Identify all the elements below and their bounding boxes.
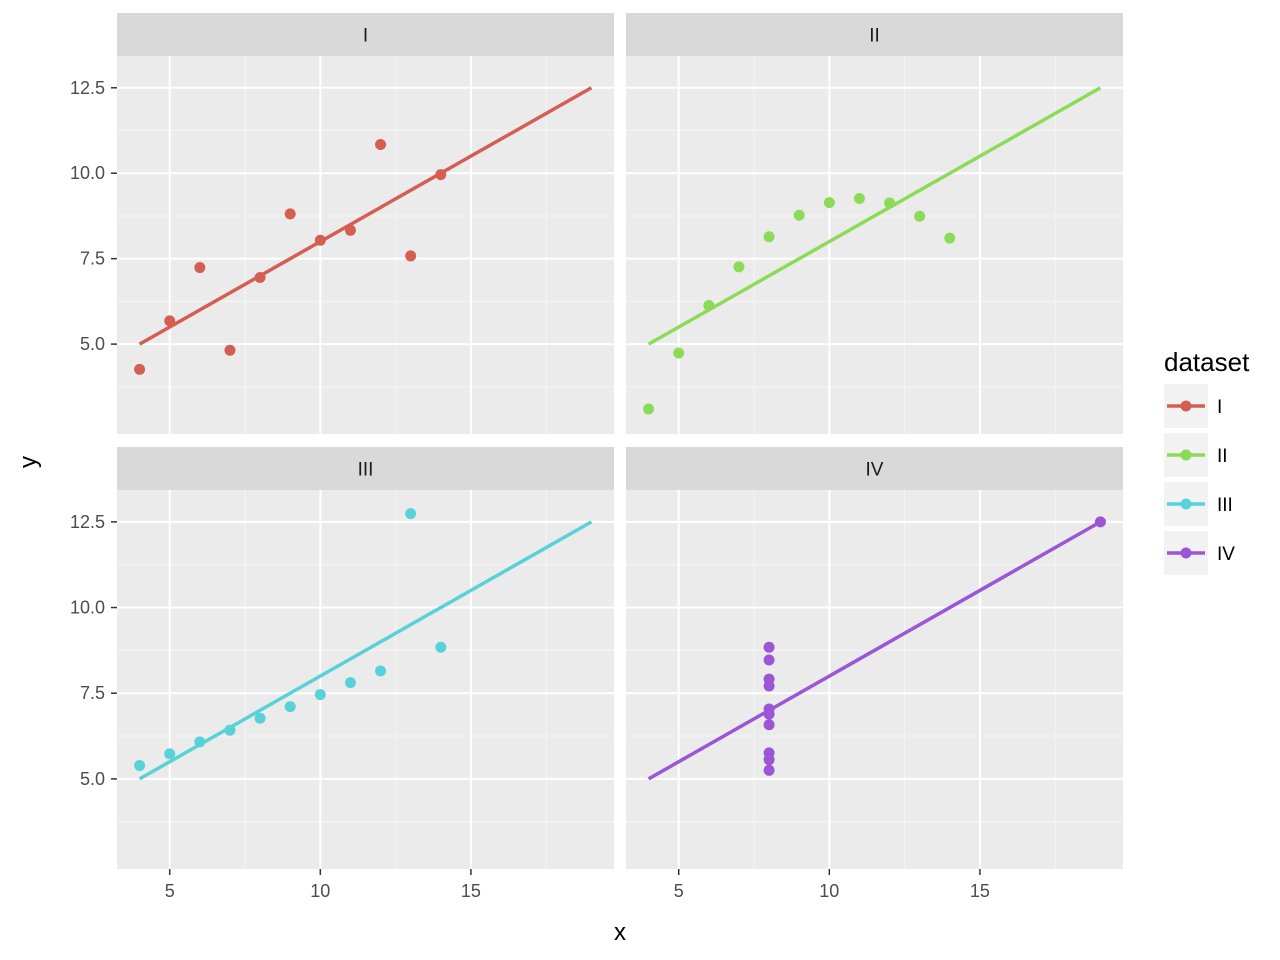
- x-tick-label: 5: [674, 881, 684, 901]
- data-point-II: [673, 347, 685, 359]
- data-point-III: [435, 641, 447, 653]
- data-point-III: [164, 748, 176, 760]
- panel-II: II: [626, 13, 1123, 434]
- data-point-III: [254, 712, 266, 724]
- y-tick-label: 5.0: [80, 334, 105, 354]
- data-point-II: [703, 299, 715, 311]
- data-point-I: [314, 234, 326, 246]
- data-point-I: [344, 224, 356, 236]
- legend-label: I: [1217, 397, 1222, 418]
- data-point-IV: [763, 708, 775, 720]
- fit-line-II: [647, 86, 1102, 346]
- data-point-III: [284, 701, 296, 713]
- x-tick-label: 10: [819, 881, 839, 901]
- legend-key-point: [1180, 498, 1192, 510]
- panel-background: [626, 490, 1123, 869]
- data-point-II: [884, 197, 896, 209]
- data-point-II: [763, 231, 775, 243]
- data-point-I: [435, 169, 447, 181]
- x-axis-title: x: [614, 919, 626, 946]
- legend-key-point: [1180, 547, 1192, 559]
- data-point-I: [224, 344, 236, 356]
- data-point-IV: [763, 754, 775, 766]
- legend-entry-II: II: [1164, 433, 1228, 477]
- data-point-I: [284, 208, 296, 220]
- strip-label-I: I: [363, 26, 368, 47]
- data-point-II: [733, 261, 745, 273]
- y-tick-label: 12.5: [70, 78, 105, 98]
- data-point-III: [405, 508, 417, 520]
- y-axis-title: y: [15, 456, 42, 468]
- x-tick-label: 5: [165, 881, 175, 901]
- y-tick-label: 7.5: [80, 249, 105, 269]
- data-point-IV: [1094, 516, 1106, 528]
- data-point-III: [314, 689, 326, 701]
- data-point-I: [134, 363, 146, 375]
- data-point-IV: [763, 719, 775, 731]
- data-point-II: [914, 210, 926, 222]
- data-point-II: [853, 193, 865, 205]
- data-point-IV: [763, 764, 775, 776]
- panel-IV: IV: [626, 447, 1123, 869]
- data-point-I: [254, 271, 266, 283]
- data-point-IV: [763, 654, 775, 666]
- strip-II: [626, 13, 1123, 56]
- y-tick-label: 12.5: [70, 512, 105, 532]
- data-point-III: [344, 677, 356, 689]
- strip-I: [117, 13, 614, 56]
- legend-key-point: [1180, 449, 1192, 461]
- legend-entry-IV: IV: [1164, 531, 1235, 575]
- data-point-II: [944, 232, 956, 244]
- fit-line-III: [138, 520, 593, 781]
- data-point-III: [194, 736, 206, 748]
- x-tick-label: 10: [310, 881, 330, 901]
- panel-background: [117, 56, 614, 434]
- data-point-III: [224, 724, 236, 736]
- strip-label-II: II: [869, 26, 880, 47]
- strip-label-IV: IV: [866, 460, 884, 481]
- data-point-II: [643, 403, 655, 415]
- strip-IV: [626, 447, 1123, 490]
- legend-entry-III: III: [1164, 482, 1233, 526]
- data-point-I: [375, 139, 387, 151]
- y-tick-label: 7.5: [80, 683, 105, 703]
- y-tick-label: 10.0: [70, 598, 105, 618]
- data-point-I: [164, 315, 176, 327]
- data-point-I: [405, 250, 417, 262]
- fit-line-IV: [647, 520, 1102, 781]
- x-tick-label: 15: [461, 881, 481, 901]
- x-tick-label: 15: [970, 881, 990, 901]
- data-point-I: [194, 262, 206, 274]
- legend-label: IV: [1217, 544, 1235, 565]
- legend-label: III: [1217, 495, 1233, 516]
- legend-label: II: [1217, 446, 1228, 467]
- data-point-II: [823, 197, 835, 209]
- axes-layer: 5.0 7.5 10.0 12.5 5.0 7.5 10.0 12.5 5 10 15 5 10 15: [70, 78, 990, 901]
- fit-line-I: [138, 86, 593, 346]
- panel-III: III: [117, 447, 614, 869]
- panel-background: [626, 56, 1123, 434]
- data-point-IV: [763, 673, 775, 685]
- y-tick-label: 5.0: [80, 769, 105, 789]
- data-point-III: [375, 665, 387, 677]
- legend-key-point: [1180, 400, 1192, 412]
- data-point-III: [134, 760, 146, 772]
- y-tick-label: 10.0: [70, 163, 105, 183]
- data-point-II: [793, 209, 805, 221]
- strip-label-III: III: [358, 460, 374, 481]
- panel-I: I: [117, 13, 614, 434]
- strip-III: [117, 447, 614, 490]
- legend-entry-I: I: [1164, 384, 1222, 428]
- legend-title: dataset: [1164, 347, 1250, 377]
- data-point-IV: [763, 641, 775, 653]
- panel-background: [117, 490, 614, 869]
